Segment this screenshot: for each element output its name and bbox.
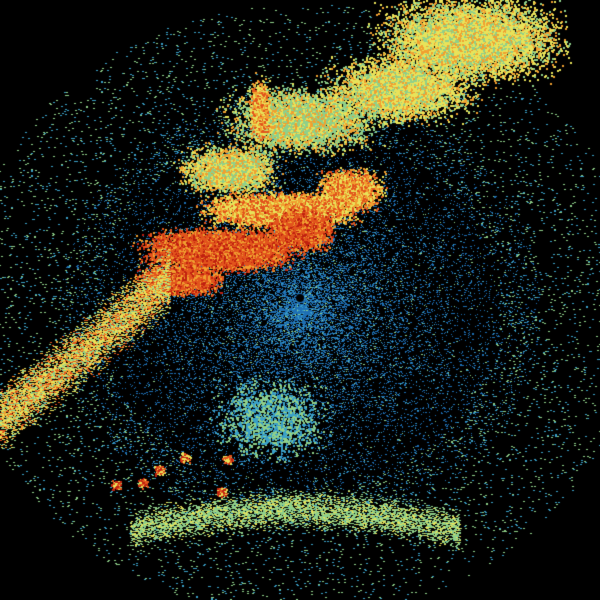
radar-canvas (0, 0, 600, 600)
radar-reflectivity-image (0, 0, 600, 600)
